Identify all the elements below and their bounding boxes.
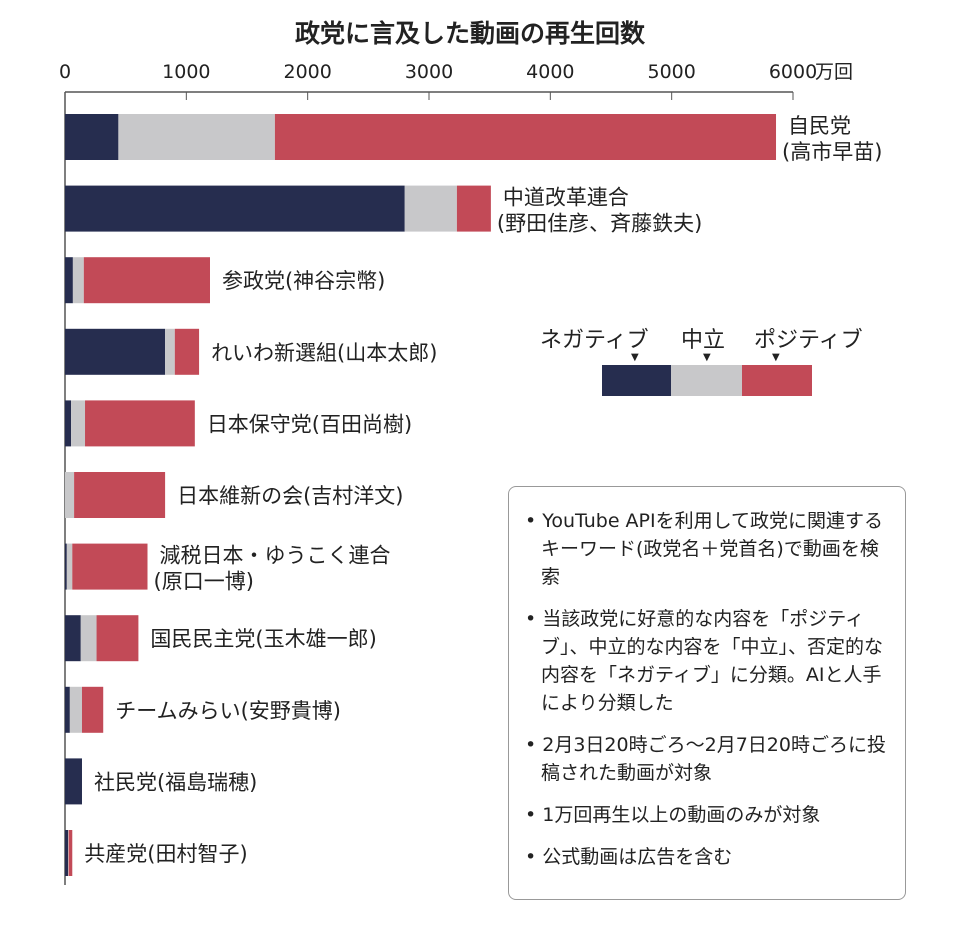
category-sublabel: (野田佳彦、斉藤鉄夫) [497,212,702,236]
category-label: 日本維新の会(吉村洋文) [177,484,403,508]
x-tick-label: 5000 [647,61,695,83]
note-item: 2月3日20時ごろ～2月7日20時ごろに投稿された動画が対象 [525,731,891,787]
x-tick-label: 6000 [769,61,817,83]
bar-segment-negative [65,114,119,160]
bar-segment-positive [81,686,104,733]
x-tick-label: 4000 [526,61,574,83]
note-item: YouTube APIを利用して政党に関連するキーワード(政党名＋党首名)で動画… [525,507,891,591]
bar-segment-negative [65,543,67,590]
x-tick-label: 2000 [283,61,331,83]
bar-segment-neutral [71,400,86,447]
category-sublabel: (高市早苗) [782,140,882,164]
x-tick-label: 0 [59,61,71,83]
legend-label-negative: ネガティブ [540,328,649,353]
x-unit-label: 万回 [815,61,853,83]
legend-swatch-neutral [671,365,742,396]
legend-label-neutral: 中立 [681,328,726,353]
x-tick-label: 1000 [162,61,210,83]
bar-segment-positive [96,615,139,662]
note-item: 公式動画は広告を含む [525,843,891,871]
legend-swatch-positive [742,365,812,396]
category-label: れいわ新選組(山本太郎) [211,341,437,365]
bar-segment-neutral [72,257,84,304]
bar-segment-negative [65,400,72,447]
bar-segment-positive [72,543,148,590]
legend-arrow-icon: ▼ [631,352,639,363]
x-tick-label: 3000 [405,61,453,83]
category-label: 日本保守党(百田尚樹) [207,412,412,436]
bar-segment-neutral [68,830,69,876]
bar-segment-neutral [65,472,75,518]
bar-segment-negative [65,328,166,375]
legend-arrow-icon: ▼ [703,352,711,363]
category-label: 減税日本・ゆうこく連合 [160,544,391,568]
bar-segment-neutral [404,185,457,232]
category-label: 社民党(福島瑞穂) [94,770,257,794]
bar-segment-negative [65,185,405,232]
bar-segment-neutral [69,686,82,733]
chart-title: 政党に言及した動画の再生回数 [294,19,645,48]
category-label: 共産党(田村智子) [84,842,247,866]
bar-segment-positive [83,257,210,304]
category-label: 国民民主党(玉木雄一郎) [150,627,376,651]
bar-segment-negative [65,686,70,733]
bar-segment-negative [65,257,73,304]
bar-segment-negative [65,830,69,876]
bar-segment-positive [85,400,195,447]
bar-segment-neutral [80,615,97,662]
notes-box: YouTube APIを利用して政党に関連するキーワード(政党名＋党首名)で動画… [508,486,906,900]
bar-segment-neutral [66,543,73,590]
bar-segment-neutral [165,328,175,375]
category-sublabel: (原口一博) [154,570,254,594]
category-label: チームみらい(安野貴博) [115,699,341,723]
category-label: 参政党(神谷宗幣) [222,269,385,293]
bar-segment-positive [456,185,491,232]
category-label: 自民党 [788,114,851,138]
bar-segment-positive [74,472,166,518]
note-item: 当該政党に好意的な内容を「ポジティブ」、中立的な内容を「中立」、否定的な内容を「… [525,605,891,717]
bar-segment-positive [274,114,777,160]
bar-segment-neutral [118,114,275,160]
bar-segment-negative [65,615,81,662]
legend: ネガティブ 中立 ポジティブ ▼ ▼ ▼ [540,322,880,402]
legend-arrow-icon: ▼ [772,352,780,363]
legend-label-positive: ポジティブ [754,328,863,353]
bar-segment-positive [174,328,200,375]
category-label: 中道改革連合 [503,186,629,210]
note-item: 1万回再生以上の動画のみが対象 [525,801,891,829]
bar-segment-negative [65,758,82,805]
bar-segment-positive [68,830,73,876]
legend-swatch-negative [602,365,671,396]
